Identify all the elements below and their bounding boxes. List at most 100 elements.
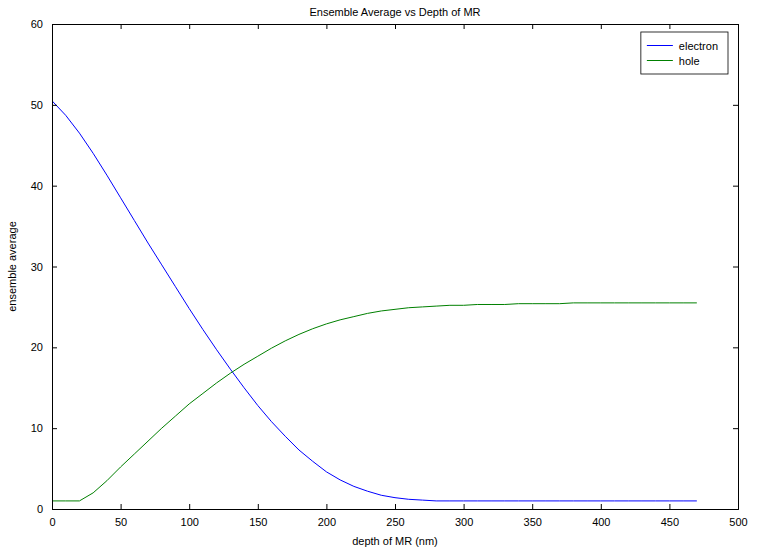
legend-label: hole — [679, 55, 700, 67]
legend-swatch — [647, 45, 673, 46]
tick-label: 500 — [729, 516, 747, 528]
y-axis-right — [733, 25, 739, 510]
tick-mark — [601, 24, 602, 29]
tick-mark — [52, 267, 57, 268]
series-line — [52, 101, 697, 501]
tick-mark — [326, 24, 327, 29]
axis-line — [53, 25, 58, 510]
tick-mark — [733, 105, 738, 106]
tick-label: 300 — [455, 516, 473, 528]
tick-mark — [326, 504, 327, 509]
tick-mark — [733, 186, 738, 187]
tick — [258, 24, 259, 29]
tick — [733, 267, 738, 268]
tick-mark — [52, 428, 57, 429]
tick-label: 30 — [31, 261, 43, 273]
tick-mark — [52, 105, 57, 106]
axis-line — [53, 25, 739, 30]
tick-mark — [189, 504, 190, 509]
tick: 10 — [31, 422, 57, 434]
tick-mark — [121, 24, 122, 29]
tick-mark — [121, 504, 122, 509]
legend: electron hole — [641, 32, 728, 74]
tick-label: 0 — [49, 516, 55, 528]
tick-label: 60 — [31, 18, 43, 30]
tick-mark — [189, 24, 190, 29]
tick-label: 150 — [249, 516, 267, 528]
tick: 50 — [115, 504, 127, 528]
tick: 100 — [181, 504, 199, 528]
y-axis-title: ensemble average — [6, 221, 18, 312]
tick-label: 50 — [115, 516, 127, 528]
tick: 150 — [249, 504, 267, 528]
tick-mark — [395, 24, 396, 29]
x-axis-top — [53, 24, 739, 29]
tick — [395, 24, 396, 29]
tick: 40 — [31, 180, 57, 192]
tick-label: 400 — [592, 516, 610, 528]
tick-mark — [532, 24, 533, 29]
tick: 450 — [661, 504, 679, 528]
chart: 0 50 100 150 200 250 300 350 400 450 500 0 10 20 30 40 5… — [0, 0, 758, 555]
tick-mark — [258, 504, 259, 509]
tick-label: 450 — [661, 516, 679, 528]
tick — [189, 24, 190, 29]
tick-mark — [395, 504, 396, 509]
x-axis-title: depth of MR (nm) — [352, 535, 438, 547]
tick-mark — [532, 504, 533, 509]
tick: 200 — [318, 504, 336, 528]
tick — [532, 24, 533, 29]
tick-mark — [52, 24, 53, 29]
tick — [669, 24, 670, 29]
tick-mark — [52, 509, 57, 510]
plot: 0 50 100 150 200 250 300 350 400 450 500 0 10 20 30 40 5… — [31, 18, 748, 528]
tick — [52, 24, 53, 29]
x-axis: 0 50 100 150 200 250 300 350 400 450 500 — [49, 504, 747, 528]
tick-label: 0 — [37, 503, 43, 515]
series-line — [52, 303, 697, 501]
tick-mark — [601, 504, 602, 509]
tick — [121, 24, 122, 29]
tick-mark — [733, 267, 738, 268]
tick-mark — [52, 186, 57, 187]
lines — [52, 101, 697, 501]
tick-mark — [669, 504, 670, 509]
title: Ensemble Average vs Depth of MR — [310, 6, 481, 18]
tick: 50 — [31, 99, 57, 111]
tick-mark — [52, 347, 57, 348]
tick — [326, 24, 327, 29]
tick — [733, 509, 738, 510]
tick-label: 100 — [181, 516, 199, 528]
tick-mark — [669, 24, 670, 29]
y-axis: 0 10 20 30 40 50 60 — [31, 18, 57, 515]
tick-mark — [464, 24, 465, 29]
tick-label: 250 — [386, 516, 404, 528]
axis-line — [733, 25, 739, 510]
tick: 30 — [31, 261, 57, 273]
tick — [733, 428, 738, 429]
tick: 20 — [31, 341, 57, 353]
tick-mark — [733, 24, 738, 25]
tick: 350 — [524, 504, 542, 528]
legend-label: electron — [679, 40, 718, 52]
tick-mark — [464, 504, 465, 509]
tick-mark — [733, 509, 738, 510]
tick-label: 350 — [524, 516, 542, 528]
tick-mark — [733, 347, 738, 348]
tick-mark — [258, 24, 259, 29]
tick — [733, 105, 738, 106]
tick: 400 — [592, 504, 610, 528]
tick: 300 — [455, 504, 473, 528]
tick-label: 10 — [31, 422, 43, 434]
tick-label: 40 — [31, 180, 43, 192]
tick — [733, 186, 738, 187]
legend-box — [641, 32, 728, 74]
tick — [733, 24, 738, 25]
tick: 250 — [386, 504, 404, 528]
plot-area — [52, 24, 738, 509]
tick — [464, 24, 465, 29]
legend-swatch — [647, 60, 673, 61]
tick-label: 50 — [31, 99, 43, 111]
tick-label: 200 — [318, 516, 336, 528]
tick — [733, 347, 738, 348]
